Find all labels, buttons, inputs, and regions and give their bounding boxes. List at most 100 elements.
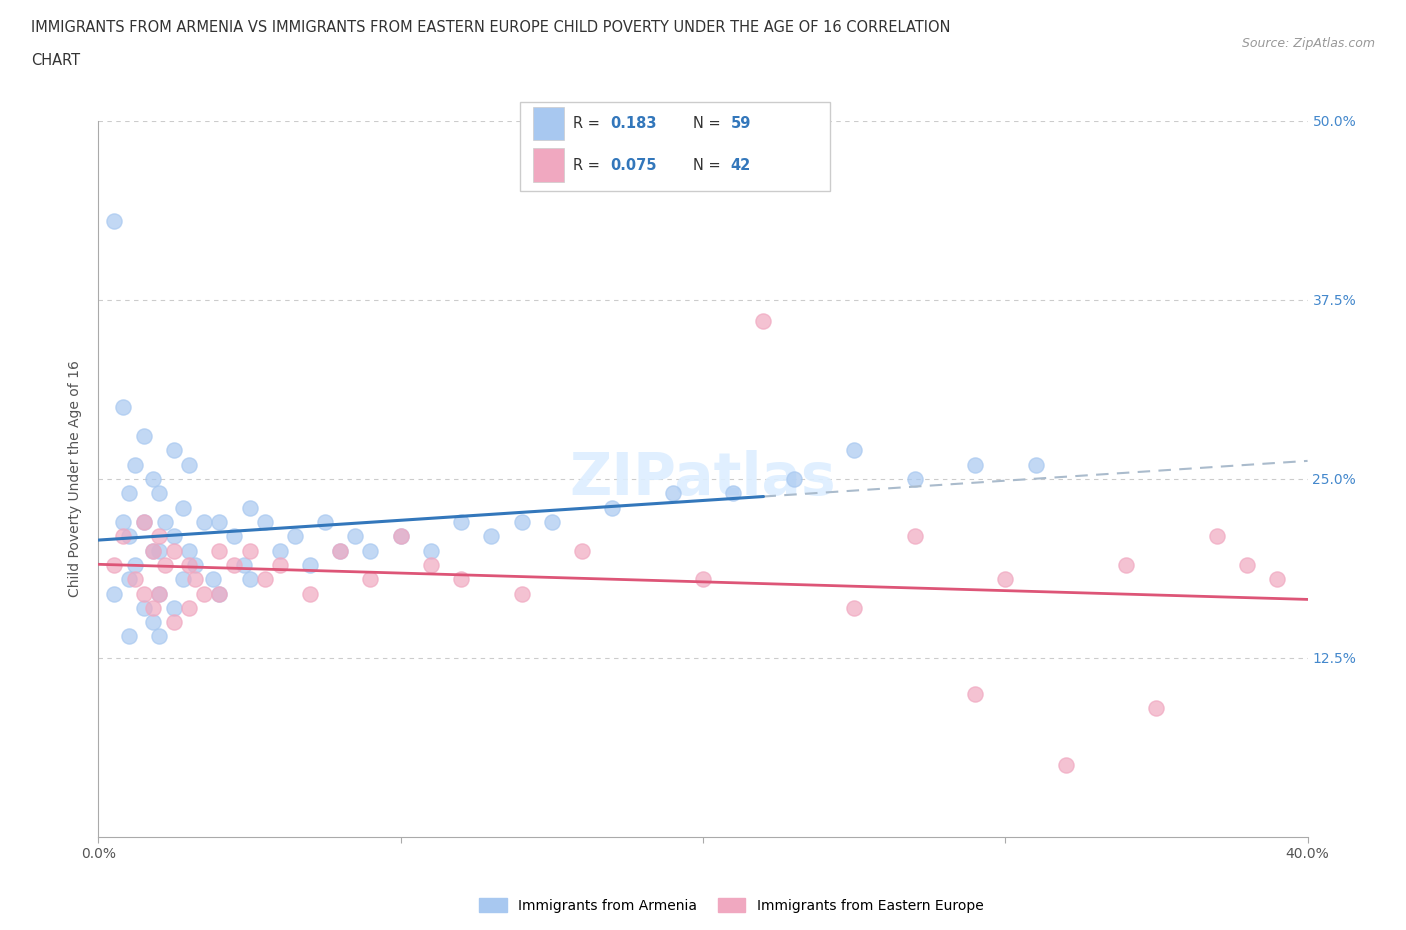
Point [844, 443, 866, 458]
Point [1024, 458, 1046, 472]
Point [253, 572, 276, 587]
Bar [533, 148, 564, 182]
Point [360, 543, 382, 558]
Point [752, 314, 775, 329]
Point [148, 543, 170, 558]
Point [299, 586, 322, 601]
Point [111, 529, 134, 544]
Point [163, 543, 186, 558]
Point [965, 686, 987, 701]
Point [481, 529, 503, 544]
Point [184, 572, 207, 587]
Point [193, 586, 215, 601]
Point [132, 514, 155, 529]
Point [111, 514, 134, 529]
Point [103, 557, 125, 572]
Point [450, 514, 472, 529]
Point [224, 529, 246, 544]
Text: R =: R = [572, 116, 605, 131]
Point [253, 514, 276, 529]
Point [132, 601, 155, 616]
Point [329, 543, 352, 558]
Point [142, 615, 165, 630]
Point [208, 514, 231, 529]
Point [269, 557, 291, 572]
Point [284, 529, 307, 544]
Point [163, 601, 186, 616]
Legend: Immigrants from Armenia, Immigrants from Eastern Europe: Immigrants from Armenia, Immigrants from… [474, 893, 988, 919]
Point [844, 601, 866, 616]
Point [1267, 572, 1289, 587]
Point [208, 543, 231, 558]
Point [179, 557, 201, 572]
Point [132, 586, 155, 601]
Point [153, 514, 176, 529]
Point [571, 543, 593, 558]
Point [148, 586, 170, 601]
Point [184, 557, 207, 572]
Point [179, 458, 201, 472]
Point [163, 443, 186, 458]
Point [148, 529, 170, 544]
Point [224, 557, 246, 572]
Point [420, 543, 443, 558]
Text: 0.183: 0.183 [610, 116, 657, 131]
Point [132, 514, 155, 529]
Point [1206, 529, 1229, 544]
Point [602, 500, 624, 515]
Point [179, 601, 201, 616]
Point [239, 572, 262, 587]
Point [124, 572, 146, 587]
Point [103, 586, 125, 601]
Text: 59: 59 [731, 116, 751, 131]
Point [142, 601, 165, 616]
Point [148, 629, 170, 644]
Text: 42: 42 [731, 157, 751, 173]
Text: Source: ZipAtlas.com: Source: ZipAtlas.com [1241, 37, 1375, 50]
Point [783, 472, 806, 486]
Point [148, 586, 170, 601]
Point [118, 629, 141, 644]
Point [132, 429, 155, 444]
Point [118, 572, 141, 587]
Text: CHART: CHART [31, 53, 80, 68]
Point [994, 572, 1017, 587]
Point [103, 214, 125, 229]
Text: N =: N = [693, 116, 725, 131]
Point [389, 529, 412, 544]
Point [202, 572, 225, 587]
Point [208, 586, 231, 601]
Point [1054, 758, 1077, 773]
Point [314, 514, 336, 529]
Text: R =: R = [572, 157, 605, 173]
Point [232, 557, 254, 572]
Point [239, 543, 262, 558]
Point [208, 586, 231, 601]
Point [1236, 557, 1258, 572]
Point [111, 400, 134, 415]
Bar [533, 107, 564, 140]
Point [118, 485, 141, 500]
Point [904, 529, 927, 544]
Point [329, 543, 352, 558]
Point [723, 485, 745, 500]
Point [904, 472, 927, 486]
Point [118, 529, 141, 544]
Point [172, 500, 194, 515]
Point [450, 572, 472, 587]
Point [389, 529, 412, 544]
Text: IMMIGRANTS FROM ARMENIA VS IMMIGRANTS FROM EASTERN EUROPE CHILD POVERTY UNDER TH: IMMIGRANTS FROM ARMENIA VS IMMIGRANTS FR… [31, 20, 950, 35]
Point [142, 543, 165, 558]
Point [1115, 557, 1137, 572]
Text: ZIPatlas: ZIPatlas [569, 450, 837, 508]
Text: 0.075: 0.075 [610, 157, 657, 173]
Point [299, 557, 322, 572]
Point [540, 514, 562, 529]
Point [1144, 700, 1167, 715]
Point [692, 572, 714, 587]
Point [163, 615, 186, 630]
Point [142, 472, 165, 486]
Point [360, 572, 382, 587]
Point [239, 500, 262, 515]
Point [124, 557, 146, 572]
